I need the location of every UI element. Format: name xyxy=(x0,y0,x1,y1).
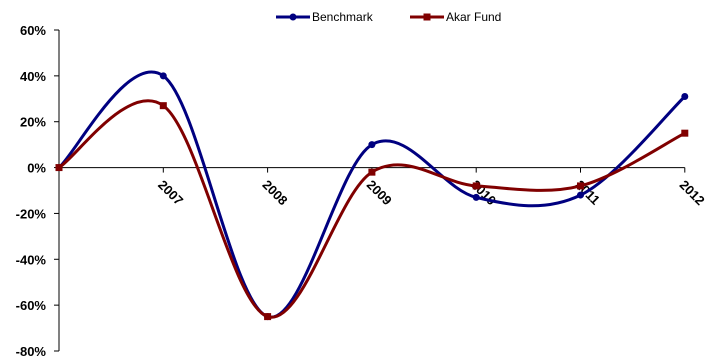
y-axis-ticks: -80% -60% -40% -20% 0% 20% 40% 60% xyxy=(16,23,59,356)
data-point xyxy=(577,182,584,190)
y-tick-label: 20% xyxy=(20,115,46,130)
legend-label: Akar Fund xyxy=(446,10,501,24)
legend-marker xyxy=(423,13,431,21)
x-tick-label: 2010 xyxy=(468,177,499,208)
legend-marker xyxy=(289,13,297,21)
y-tick-label: -20% xyxy=(16,206,47,221)
data-point xyxy=(159,72,167,80)
data-point xyxy=(472,182,480,190)
y-tick-label: -40% xyxy=(16,252,47,267)
series-line xyxy=(58,99,686,319)
x-tick-label: 2007 xyxy=(155,177,186,208)
data-point xyxy=(472,193,480,201)
y-tick-label: 0% xyxy=(27,161,46,176)
series-akar-fund xyxy=(55,99,689,321)
y-tick-label: -60% xyxy=(16,298,47,313)
data-point xyxy=(159,102,167,110)
data-point xyxy=(577,191,584,199)
y-tick-label: 40% xyxy=(20,69,46,84)
y-tick-label: 60% xyxy=(20,23,46,38)
x-tick-label: 2009 xyxy=(364,177,395,208)
x-tick-label: 2008 xyxy=(259,177,290,208)
legend-entry: Benchmark xyxy=(276,10,374,24)
data-point xyxy=(264,313,272,321)
data-point xyxy=(55,164,63,172)
legend-label: Benchmark xyxy=(312,10,374,24)
series xyxy=(55,70,689,321)
data-point xyxy=(681,92,689,100)
data-point xyxy=(368,168,376,176)
data-point xyxy=(368,141,376,149)
legend: Benchmark Akar Fund xyxy=(276,10,501,24)
data-point xyxy=(681,129,689,137)
x-tick-label: 2012 xyxy=(677,177,708,208)
y-tick-label: -80% xyxy=(16,344,47,356)
legend-entry: Akar Fund xyxy=(410,10,501,24)
